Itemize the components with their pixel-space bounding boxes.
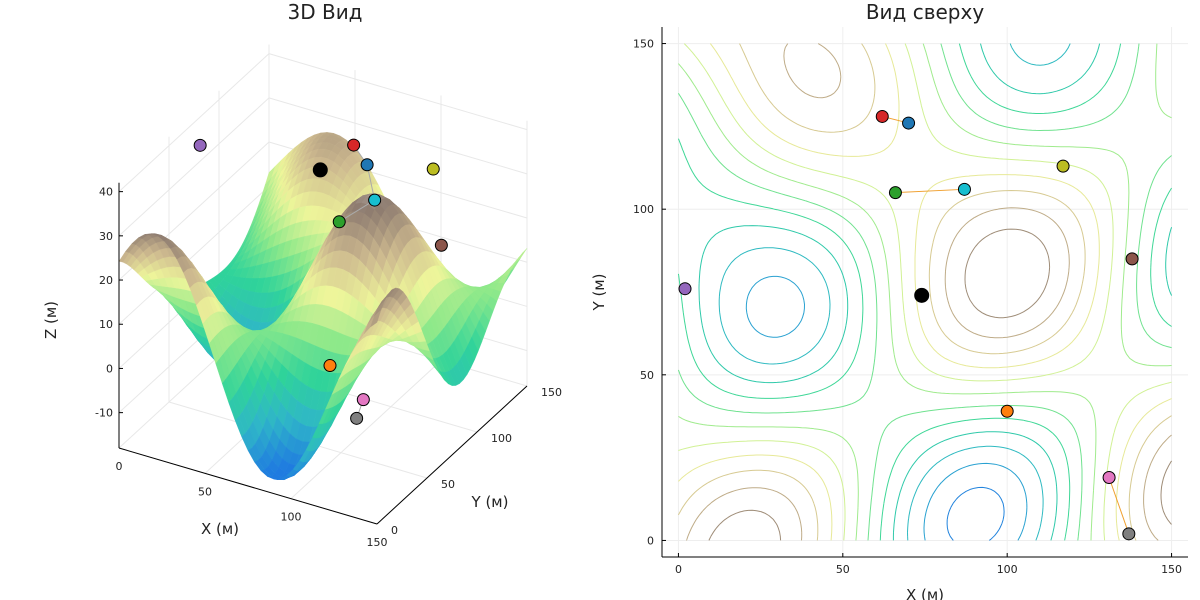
- y-tick-label: 50: [640, 369, 654, 382]
- point-black: [312, 162, 328, 178]
- contour-level: [678, 43, 1172, 541]
- y-tick-label: 100: [491, 432, 512, 445]
- point-purple: [193, 138, 207, 152]
- y-tick-label: 0: [391, 524, 398, 537]
- x-axis-label-top: X (м): [906, 586, 944, 600]
- x-tick-label: 0: [116, 460, 123, 473]
- point-blue: [902, 116, 916, 130]
- point-gray: [350, 411, 364, 425]
- point-orange: [1000, 404, 1014, 418]
- point-green: [888, 186, 902, 200]
- contour-level: [745, 275, 1028, 541]
- point-red: [347, 138, 361, 152]
- y-tick-label: 0: [647, 534, 654, 547]
- z-tick-label: 40: [99, 186, 113, 199]
- grid-line: [290, 360, 442, 500]
- panel-top-view: Вид сверху 0 50 100 150 0 50 100 150 X (м) Y (м…: [590, 0, 1188, 600]
- contour-level: [677, 43, 1172, 541]
- x-tick-label: 100: [997, 563, 1018, 576]
- y-axis-label-top: Y (м): [590, 274, 608, 312]
- y-tick-label: 150: [633, 38, 654, 51]
- point-olive: [426, 162, 440, 176]
- point-brown: [434, 238, 448, 252]
- contour-level: [678, 43, 1172, 541]
- point-pink: [1102, 471, 1116, 484]
- grid-line: [118, 97, 270, 237]
- y-axis-line: [376, 385, 528, 525]
- point-red: [875, 109, 889, 123]
- path-segment: [1108, 477, 1130, 534]
- grid-line: [268, 97, 528, 175]
- chart-title-top: Вид сверху: [866, 0, 985, 24]
- point-blue: [360, 158, 374, 172]
- grid-line: [268, 53, 528, 131]
- x-tick-label: 150: [1161, 563, 1182, 576]
- z-tick-label: 10: [99, 318, 113, 331]
- z-axis-label-3d: Z (м): [42, 301, 60, 339]
- contour-level: [946, 486, 1005, 541]
- point-cyan: [957, 182, 971, 196]
- y-axis-label-3d: Y (м): [471, 493, 509, 511]
- point-black: [914, 287, 930, 303]
- path-segment: [895, 188, 965, 194]
- contour-level: [677, 43, 1172, 541]
- x-axis-line: [118, 447, 378, 525]
- x-tick-label: 50: [198, 485, 212, 498]
- point-olive: [1056, 159, 1070, 173]
- z-tick-label: -10: [95, 407, 113, 420]
- x-tick-label: 0: [675, 563, 682, 576]
- z-tick-label: 0: [106, 362, 113, 375]
- surface-3d: [118, 132, 528, 480]
- point-green: [332, 215, 346, 229]
- points-top: [678, 109, 1139, 541]
- grid-line: [118, 53, 270, 193]
- x-tick-label: 150: [367, 536, 388, 549]
- chart-title-3d: 3D Вид: [287, 0, 362, 24]
- contour-level: [678, 43, 1172, 541]
- y-tick-label: 50: [441, 478, 455, 491]
- point-purple: [678, 282, 692, 296]
- contour-level: [686, 43, 1172, 541]
- y-tick-label: 100: [633, 203, 654, 216]
- point-pink: [356, 393, 370, 407]
- contour-level: [698, 43, 1173, 541]
- contour-level: [677, 43, 1172, 541]
- y-tick-label: 150: [541, 386, 562, 399]
- point-gray: [1122, 527, 1136, 541]
- contour-lines: [677, 43, 1173, 541]
- contour-level: [708, 228, 1173, 541]
- z-tick-label: 30: [99, 230, 113, 243]
- grid-line: [118, 185, 270, 325]
- points-3d: [193, 138, 448, 425]
- path-segment: [338, 199, 375, 223]
- z-tick-label: 20: [99, 274, 113, 287]
- x-tick-label: 100: [281, 511, 302, 524]
- x-tick-label: 50: [836, 563, 850, 576]
- point-cyan: [368, 193, 382, 207]
- point-brown: [1125, 252, 1139, 266]
- surface-cell: [370, 309, 382, 328]
- point-orange: [323, 359, 337, 373]
- axes-top: 0 50 100 150 0 50 100 150: [633, 27, 1188, 576]
- x-axis-label-3d: X (м): [201, 520, 239, 538]
- contour-level: [718, 43, 1071, 541]
